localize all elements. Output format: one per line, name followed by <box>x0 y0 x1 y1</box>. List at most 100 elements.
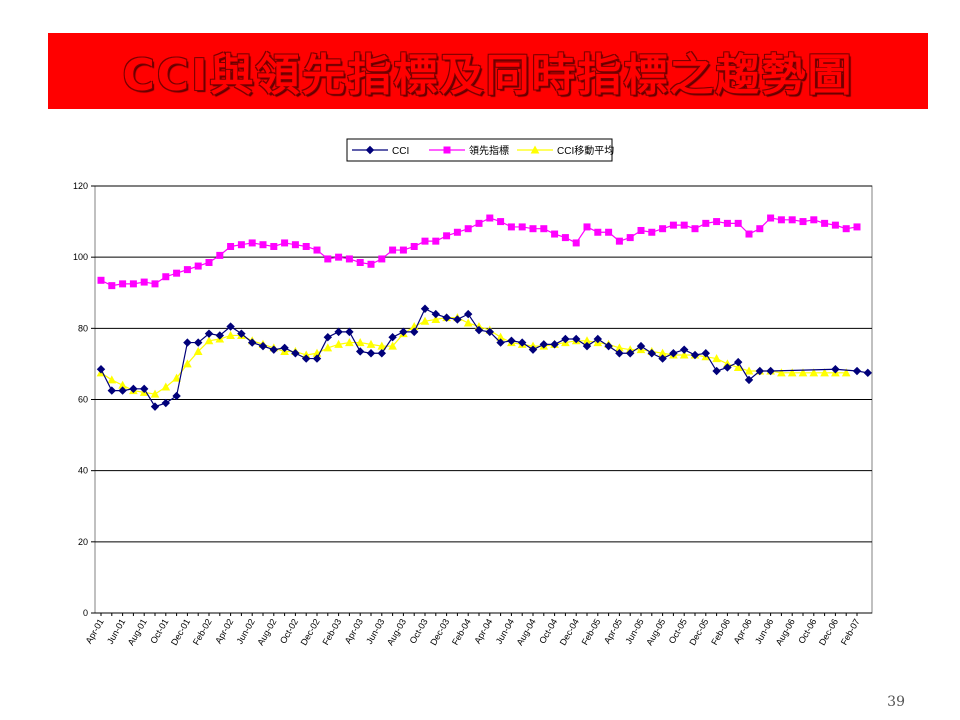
data-point-cci <box>528 345 538 354</box>
data-point-cci <box>463 309 473 319</box>
legend-marker-leading-index <box>443 146 451 154</box>
data-point-cci <box>755 366 765 376</box>
data-point-cci <box>517 338 527 347</box>
data-point-cci-moving-average <box>388 341 397 350</box>
data-point-cci <box>647 349 657 358</box>
x-tick-label: Feb-07 <box>839 617 862 647</box>
data-point-leading-index <box>162 273 170 281</box>
data-point-leading-index <box>313 246 321 254</box>
data-point-cci <box>485 327 495 337</box>
series-leading-index <box>97 214 861 290</box>
x-tick-label: Apr-04 <box>472 617 494 645</box>
data-point-leading-index <box>583 223 591 231</box>
data-point-cci-moving-average <box>204 336 214 345</box>
x-tick-label: Feb-04 <box>450 617 473 647</box>
data-point-leading-index <box>367 260 375 268</box>
data-point-cci <box>582 341 592 351</box>
data-point-cci <box>291 349 300 358</box>
data-point-cci <box>388 333 397 342</box>
data-point-leading-index <box>572 239 580 247</box>
data-point-leading-index <box>734 219 742 227</box>
data-point-cci <box>733 357 743 367</box>
series-cci <box>96 304 873 411</box>
data-point-cci <box>107 386 117 395</box>
data-point-leading-index <box>756 225 764 233</box>
data-point-leading-index <box>291 241 299 249</box>
data-point-cci <box>345 327 354 337</box>
data-point-cci-moving-average <box>366 339 376 348</box>
data-point-cci <box>323 333 333 342</box>
data-point-cci-moving-average <box>733 362 743 371</box>
data-point-leading-index <box>464 225 472 233</box>
data-point-leading-index <box>626 234 634 242</box>
data-point-leading-index <box>140 278 148 286</box>
data-point-cci <box>636 341 646 351</box>
legend-box <box>346 138 613 162</box>
y-tick-label: 20 <box>78 537 88 547</box>
data-point-cci-moving-average <box>777 368 786 377</box>
x-tick-label: Feb-03 <box>320 617 343 647</box>
data-point-cci <box>550 340 559 349</box>
data-point-cci-moving-average <box>355 338 365 347</box>
data-point-cci <box>269 345 279 354</box>
data-point-leading-index <box>551 230 559 238</box>
x-tick-label: Jun-02 <box>235 617 257 646</box>
data-point-cci <box>420 304 430 313</box>
legend-marker-cci-moving-average <box>530 145 540 154</box>
x-tick-label: Apr-03 <box>343 617 365 645</box>
data-point-leading-index <box>767 214 775 222</box>
x-tick-label: Dec-05 <box>687 617 710 647</box>
data-point-cci <box>474 325 484 335</box>
data-point-leading-index <box>356 259 364 267</box>
page-number: 39 <box>887 694 905 710</box>
data-point-leading-index <box>378 255 386 263</box>
data-point-leading-index <box>453 228 461 236</box>
x-tick-label: Apr-05 <box>602 617 624 645</box>
data-point-cci <box>593 334 603 344</box>
data-point-leading-index <box>745 230 753 238</box>
data-point-leading-index <box>183 266 191 274</box>
x-tick-label: Oct-01 <box>148 617 170 645</box>
legend: CCI 領先指標 CCI移動平均 <box>346 138 614 162</box>
data-point-cci <box>193 338 203 347</box>
series-line-cci-moving-average <box>100 317 847 395</box>
data-point-leading-index <box>529 225 537 233</box>
data-point-leading-index <box>831 221 839 229</box>
data-point-cci-moving-average <box>798 368 808 377</box>
data-point-leading-index <box>680 221 688 229</box>
data-point-cci <box>399 327 408 337</box>
x-tick-label: Aug-06 <box>774 617 797 647</box>
data-point-cci-moving-average <box>172 373 181 382</box>
data-point-leading-index <box>561 234 569 242</box>
data-point-cci <box>139 384 149 394</box>
x-tick-label: Oct-05 <box>667 617 689 645</box>
data-point-cci-moving-average <box>787 368 797 377</box>
data-point-cci <box>215 331 225 340</box>
data-point-leading-index <box>421 237 429 245</box>
legend-label-leading-index: 領先指標 <box>469 144 509 157</box>
x-tick-label: Aug-05 <box>644 617 667 647</box>
data-point-cci <box>442 313 451 322</box>
data-point-leading-index <box>659 225 667 233</box>
data-point-cci <box>831 365 840 374</box>
data-point-cci <box>150 402 160 411</box>
x-tick-label: Feb-06 <box>709 617 732 647</box>
data-point-leading-index <box>540 225 548 233</box>
data-point-leading-index <box>810 216 818 224</box>
data-point-leading-index <box>345 255 353 263</box>
data-point-cci-moving-average <box>712 354 721 363</box>
data-point-cci <box>226 322 235 331</box>
data-point-leading-index <box>270 242 278 250</box>
x-tick-label: Dec-03 <box>428 617 451 647</box>
x-tick-label: Jun-05 <box>623 617 645 646</box>
legend-marker-cci <box>365 145 375 155</box>
data-point-leading-index <box>475 219 483 227</box>
data-point-cci <box>852 366 862 376</box>
data-point-leading-index <box>507 223 515 231</box>
data-point-cci <box>129 384 138 394</box>
x-tick-label: Oct-04 <box>537 617 559 645</box>
x-tick-label: Aug-04 <box>515 617 538 647</box>
data-point-leading-index <box>637 226 645 234</box>
data-point-leading-index <box>259 241 267 249</box>
data-point-cci <box>280 343 289 353</box>
